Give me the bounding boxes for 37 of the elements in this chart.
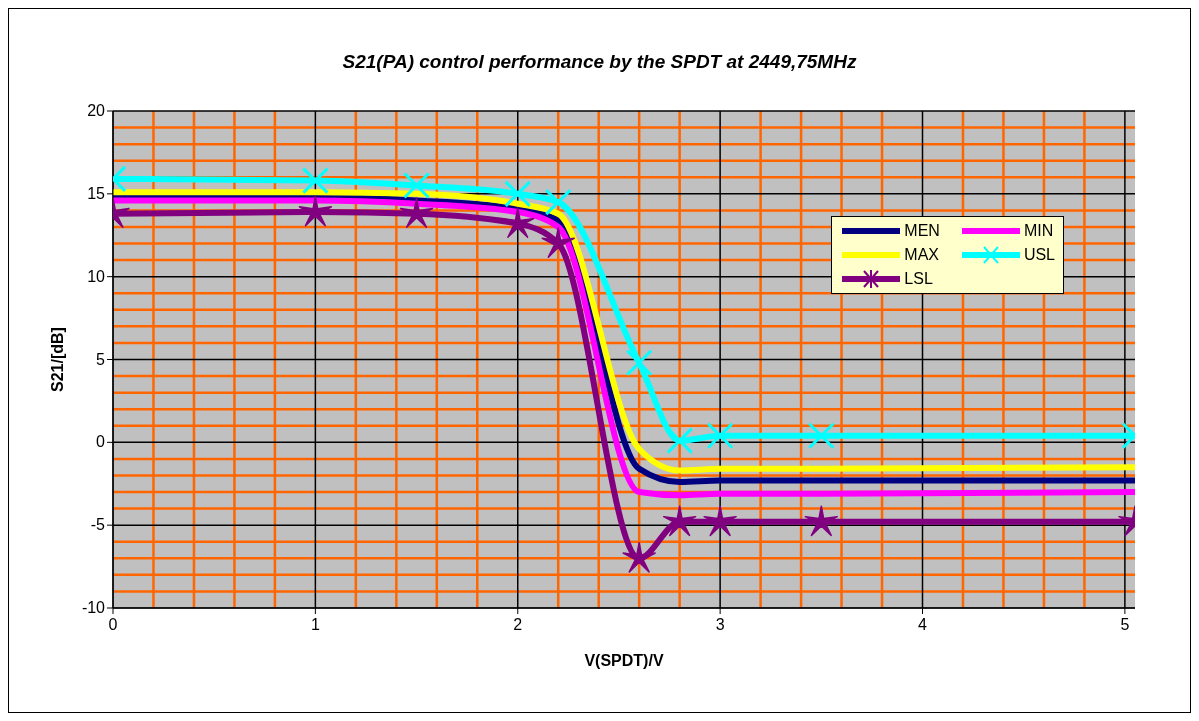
x-tick-label: 5 [1120,616,1130,633]
y-axis-title: S21/[dB] [48,327,66,392]
point [403,172,431,200]
y-tick-label: -10 [81,599,106,616]
point [298,195,333,227]
point [399,197,434,229]
point [703,505,737,537]
x-axis-title: V(SPDT)/V [584,652,664,669]
y-tick-label: 5 [96,350,106,368]
point [662,505,697,537]
point [706,422,734,450]
chart-title: S21(PA) control performance by the SPDT at 2449,75MHz [341,51,858,73]
point [666,427,694,455]
y-tick-label: 20 [87,102,106,119]
point [504,180,532,208]
y-tick-label: 15 [87,184,106,202]
legend-label: USL [1023,246,1055,264]
x-tick-label: 2 [513,616,523,633]
x-tick-label: 4 [918,616,928,633]
point [625,349,653,377]
point [807,422,835,450]
y-tick-label: 0 [96,433,106,451]
y-tick-label: 10 [87,267,106,285]
x-tick-label: 1 [310,616,320,633]
y-tick-label: -5 [90,516,106,534]
point [804,505,839,537]
point [541,227,575,258]
point [544,188,572,216]
legend-label: MEN [904,222,940,240]
point [501,207,535,238]
legend-label: MIN [1023,222,1054,240]
x-tick-label: 3 [715,616,725,633]
legend-label: MAX [904,246,939,264]
x-tick-label: 0 [108,616,118,633]
legend-label: LSL [904,270,933,288]
point [301,167,329,195]
point [622,541,656,573]
